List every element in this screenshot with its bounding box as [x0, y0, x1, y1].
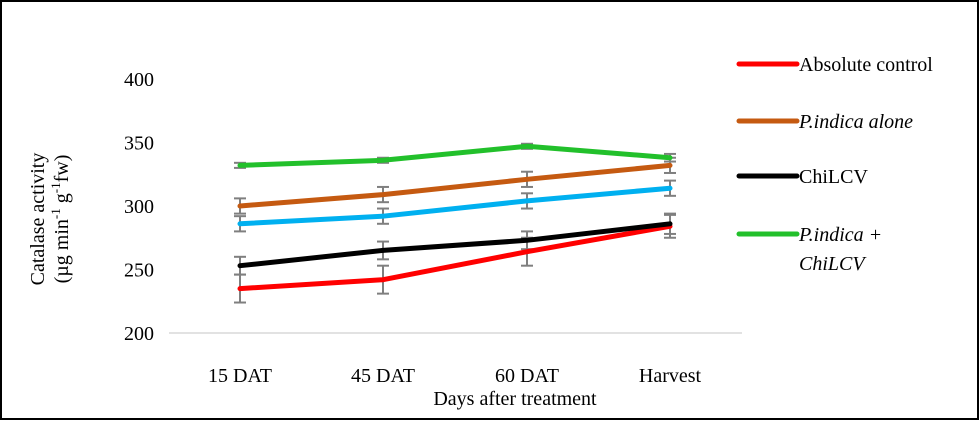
- series-lines: [237, 143, 673, 292]
- y-axis-title: Catalase activity (µg min-1 g-1fw): [27, 153, 73, 286]
- y-axis-unit-superscript: -1: [48, 208, 63, 219]
- x-tick-label: Harvest: [639, 365, 702, 387]
- x-tick-label: 45 DAT: [351, 365, 415, 387]
- series-line: [237, 223, 673, 292]
- legend-label: ChiLCV: [799, 253, 867, 275]
- x-tick-label: 15 DAT: [208, 365, 272, 387]
- y-tick-label: 400: [124, 69, 154, 91]
- y-tick-label: 300: [124, 196, 154, 218]
- x-axis-title: Days after treatment: [433, 388, 597, 410]
- y-axis-unit-part: g: [51, 193, 73, 208]
- legend-label: P.indica alone: [798, 111, 913, 133]
- legend-item: Absolute control: [736, 54, 933, 76]
- legend-item: P.indica alone: [736, 111, 913, 133]
- y-axis-unit-part: (µg min: [51, 219, 73, 283]
- tick-labels: 200 250 300 350 400 15 DAT 45 DAT 60 DAT Harvest: [124, 69, 702, 387]
- series-line: [237, 143, 673, 168]
- y-axis-unit-superscript: -1: [48, 182, 63, 193]
- legend-label: P.indica +: [798, 224, 882, 246]
- y-axis-unit-part: fw): [51, 155, 73, 183]
- series-line: [237, 162, 673, 209]
- y-axis-title-line1: Catalase activity: [27, 153, 49, 286]
- y-tick-label: 200: [124, 323, 154, 345]
- y-tick-label: 250: [124, 260, 154, 282]
- error-bars: [234, 142, 676, 304]
- legend-label: ChiLCV: [799, 166, 868, 188]
- series-line: [237, 221, 673, 269]
- legend-item: P.indica + ChiLCV: [736, 224, 882, 275]
- legend-item: ChiLCV: [736, 166, 868, 188]
- series-line: [237, 185, 673, 227]
- y-axis-title-line2: (µg min-1 g-1fw): [48, 155, 73, 284]
- x-tick-label: 60 DAT: [495, 365, 559, 387]
- y-tick-label: 350: [124, 133, 154, 155]
- legend-label: Absolute control: [799, 54, 933, 76]
